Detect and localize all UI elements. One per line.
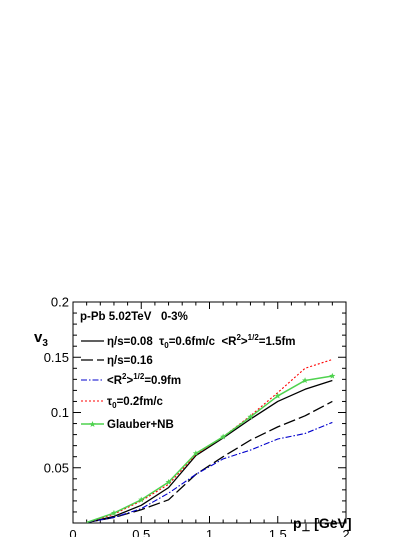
series-line-4 [86,375,333,524]
series-marker [192,450,199,456]
legend-swatch-4-marker [89,421,96,427]
x-tick-label: 2 [342,527,349,537]
series-marker [329,372,336,379]
y-axis-title-sub: 3 [42,338,48,349]
x-tick-label: 1 [206,527,213,537]
x-tick-label: 0.5 [132,527,150,537]
series-lines [86,358,333,524]
legend-label-2: <R2>1/2=0.9fm [107,372,181,387]
series-line-1 [86,400,333,524]
y-tick-label: 0.05 [44,460,69,475]
x-axis-title-main: p [293,515,302,531]
x-tick-label: 1.5 [269,527,287,537]
axis-tick-labels: 0 0.5 1 1.5 2 0.05 0.1 0.15 0.2 [44,295,350,537]
series-marker [165,478,172,485]
series-line-3 [86,358,333,523]
y-tick-label: 0.1 [51,405,69,420]
y-tick-label: 0.15 [44,350,69,365]
chart-header-text: p-Pb 5.02TeV 0-3% [80,311,188,323]
axis-ticks [72,301,347,523]
x-axis-title-unit: [GeV] [310,515,351,531]
series-line-0 [86,379,333,524]
legend-label-4: Glauber+NB [107,419,174,431]
x-tick-label: 0 [69,527,76,537]
y-axis-title: v3 [34,329,48,349]
series-marker [274,392,281,399]
series-markers [110,372,336,516]
series-marker [220,433,227,440]
series-marker [302,377,309,384]
y-tick-label: 0.2 [51,295,69,310]
legend-label-0: η/s=0.08 τ0=0.6fm/c <R2>1/2=1.5fm [107,333,296,350]
legend-label-1: η/s=0.16 [107,355,153,367]
legend: η/s=0.08 τ0=0.6fm/c <R2>1/2=1.5fm η/s=0.… [81,333,296,431]
series-marker [110,509,117,516]
series-line-2 [86,421,333,523]
y-axis-title-main: v [34,329,43,346]
series-marker [247,413,254,420]
x-axis-title-sub: ⊥ [302,523,311,534]
legend-label-3: τ0=0.2fm/c [107,396,164,410]
x-axis-title: p⊥ [GeV] [293,515,352,534]
series-marker [138,496,145,503]
